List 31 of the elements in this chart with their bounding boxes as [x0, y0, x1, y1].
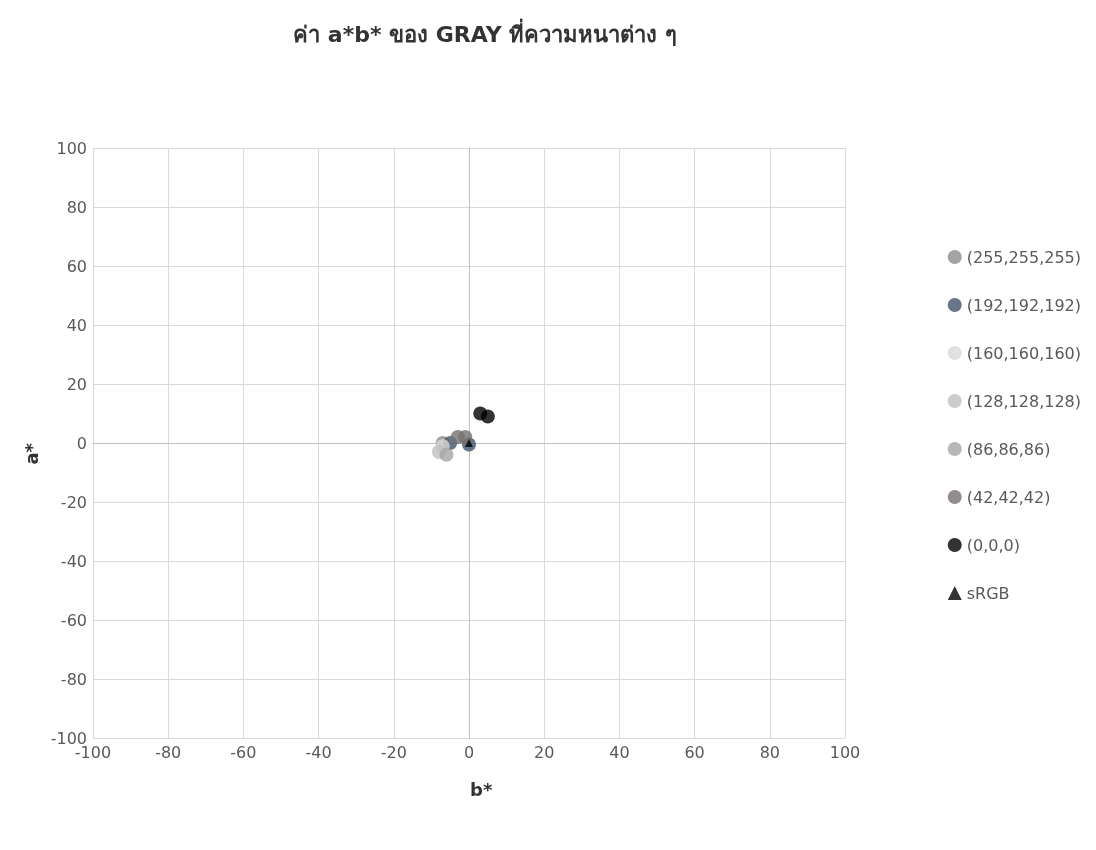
- y-tick-label: 40: [66, 315, 87, 335]
- y-tick-label: -80: [60, 669, 87, 689]
- x-tick-label: -80: [155, 742, 182, 762]
- x-tick-label: 40: [609, 742, 630, 762]
- y-tick-label: 60: [66, 256, 87, 276]
- y-tick-label: 0: [76, 433, 87, 453]
- x-tick-label: 20: [534, 742, 555, 762]
- y-tick-label: 80: [66, 197, 87, 217]
- x-tick-label: 100: [829, 742, 861, 762]
- y-tick-label: 20: [66, 374, 87, 394]
- legend-label: (192,192,192): [966, 295, 1082, 315]
- x-tick-label: 0: [463, 742, 475, 762]
- legend-label: (128,128,128): [966, 391, 1082, 411]
- chart-title: ค่า a*b* ของ GRAY ที่ความหนาต่าง ๆ: [293, 17, 677, 47]
- y-tick-label: -40: [60, 551, 87, 571]
- x-axis-title: b*: [469, 778, 493, 800]
- y-tick-label: -60: [60, 610, 87, 630]
- x-tick-label: 80: [759, 742, 780, 762]
- y-tick-label: 100: [56, 138, 87, 158]
- x-tick-label: 60: [684, 742, 705, 762]
- y-axis-title: a*: [20, 442, 42, 465]
- legend-label: (160,160,160): [966, 343, 1082, 363]
- legend-label: (0,0,0): [966, 535, 1020, 555]
- x-tick-label: -60: [230, 742, 257, 762]
- x-tick-label: -40: [305, 742, 332, 762]
- legend-label: sRGB: [966, 583, 1010, 603]
- legend-label: (42,42,42): [966, 487, 1051, 507]
- y-tick-label: -20: [60, 492, 87, 512]
- legend-label: (86,86,86): [966, 439, 1051, 459]
- x-tick-label: -20: [380, 742, 407, 762]
- legend-label: (255,255,255): [966, 247, 1082, 267]
